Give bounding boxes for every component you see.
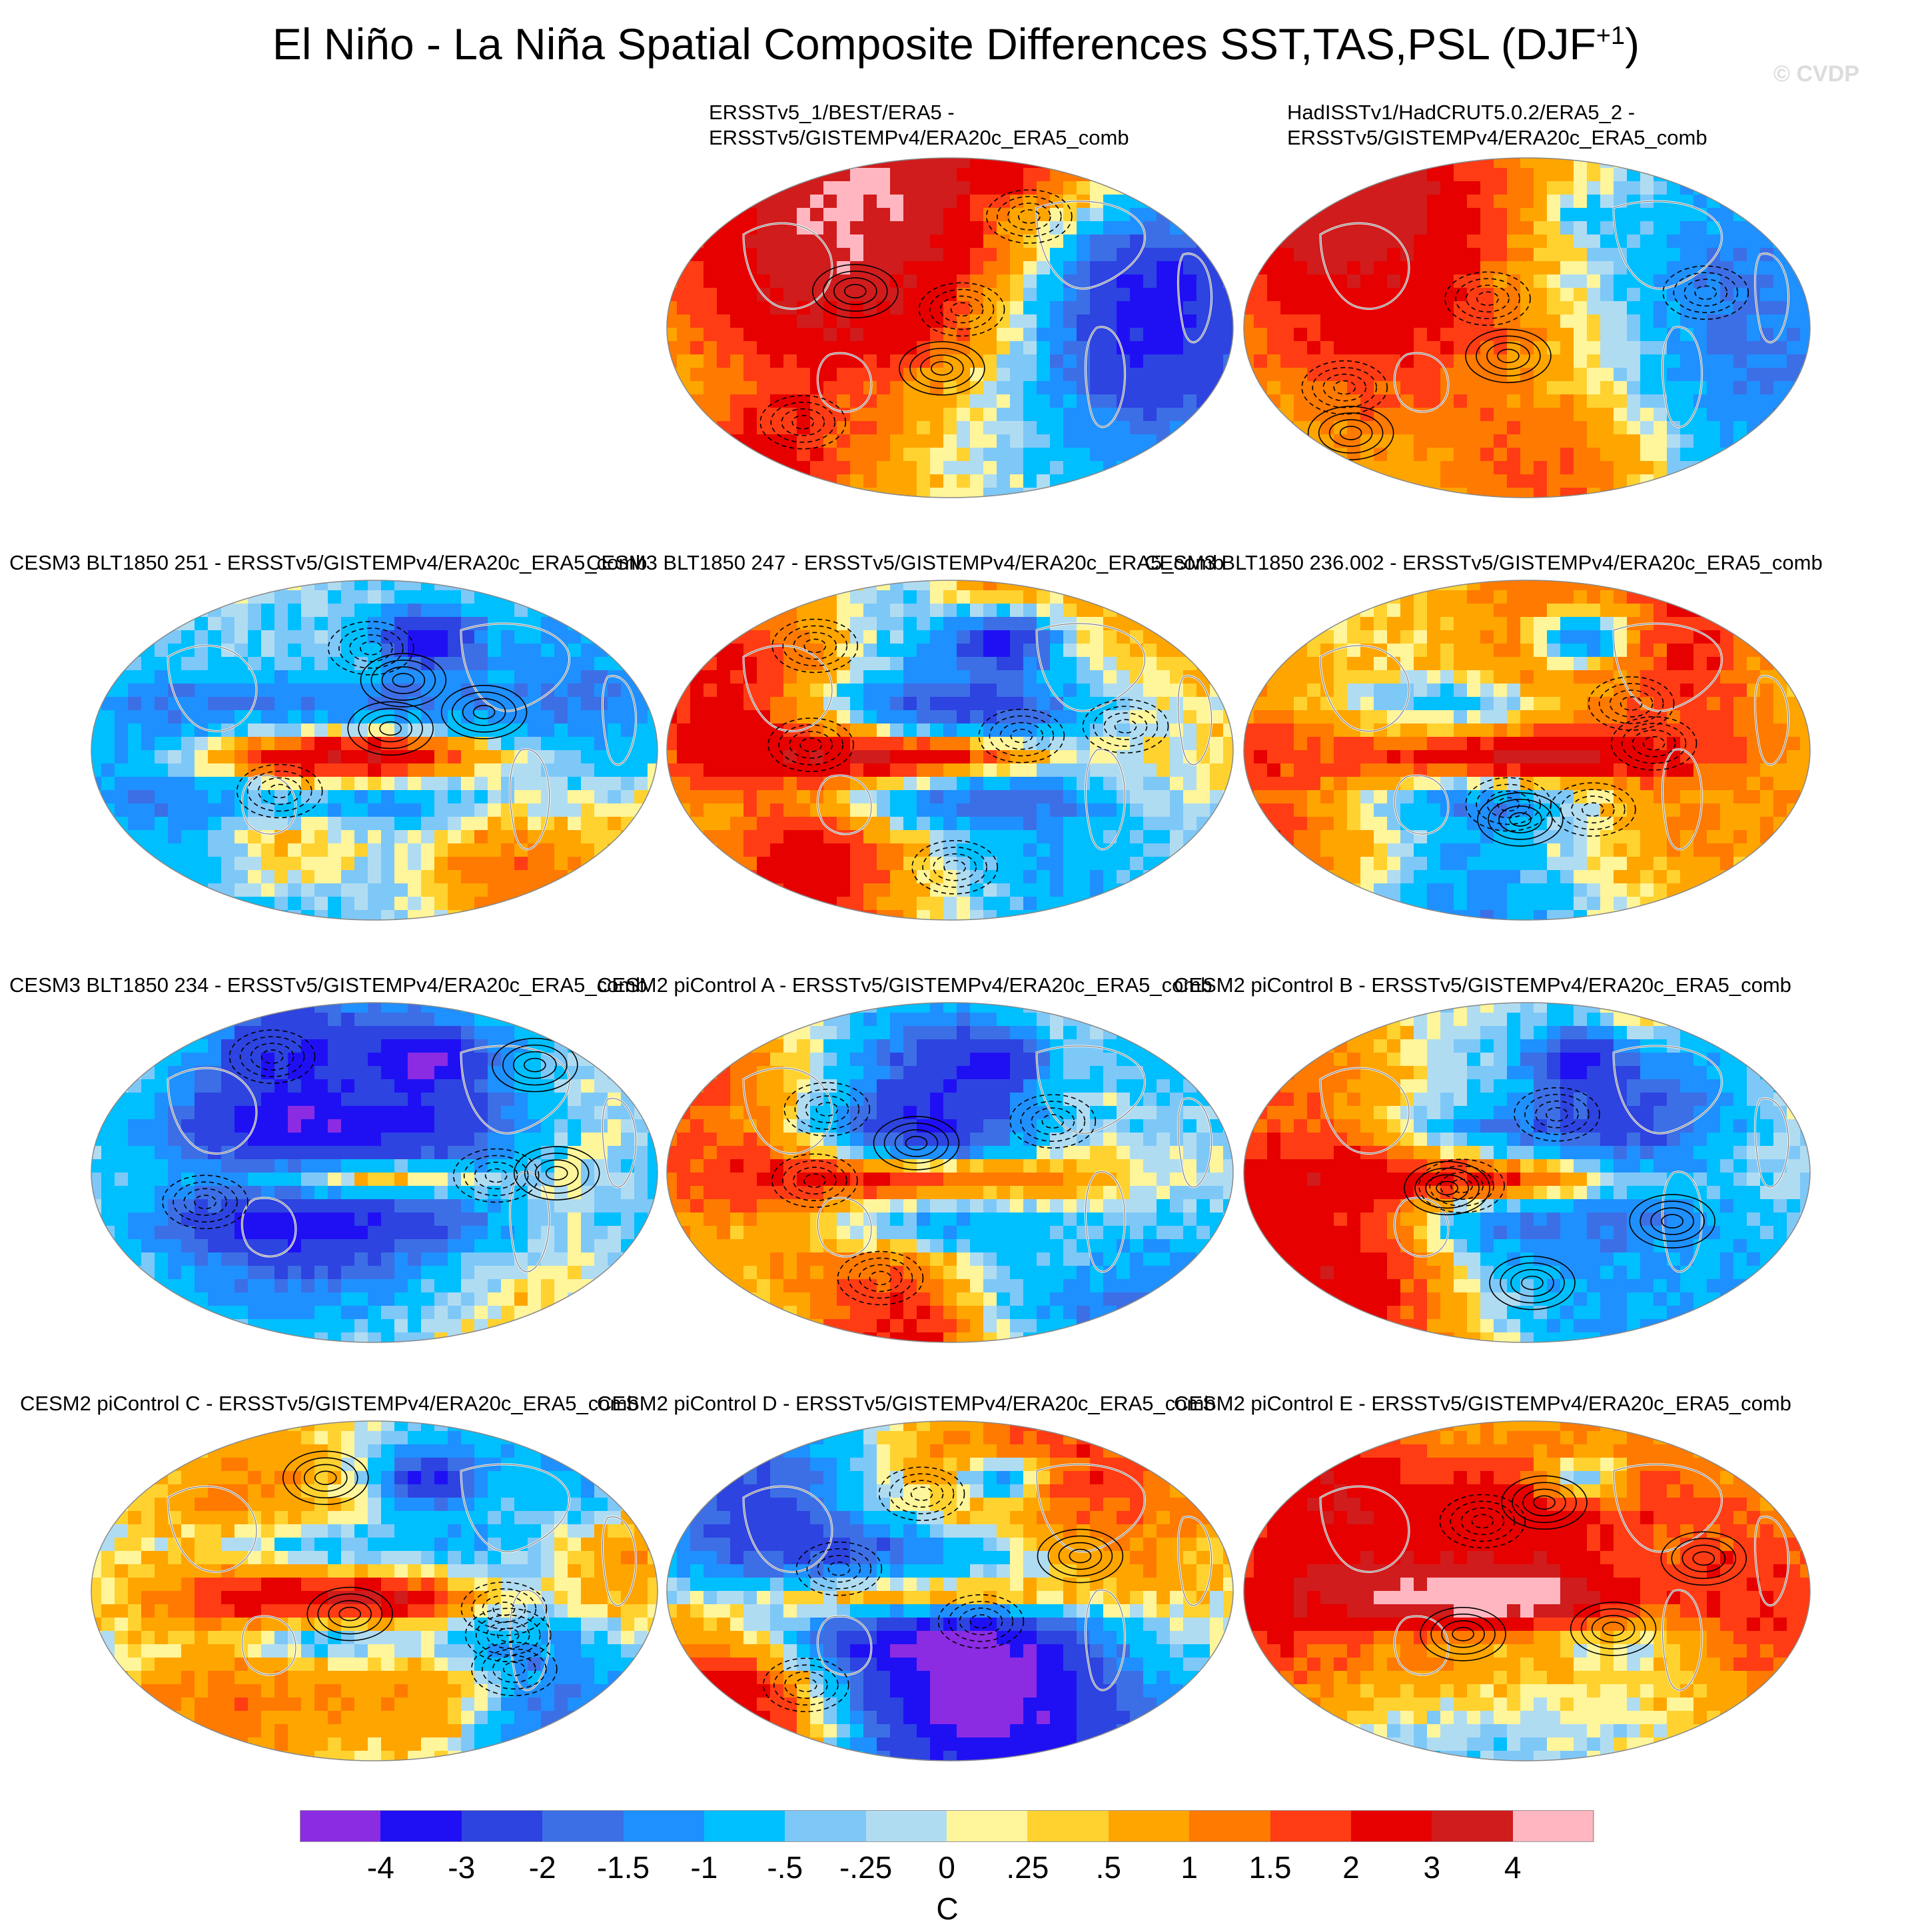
colorbar-box — [1108, 1810, 1190, 1842]
map-outline — [1243, 157, 1811, 498]
colorbar-tick-label: -.5 — [767, 1850, 803, 1885]
panel-title-7: CESM2 piControl A - ERSSTv5/GISTEMPv4/ER… — [597, 973, 1212, 997]
colorbar-box — [785, 1810, 867, 1842]
map-outline — [91, 1002, 658, 1343]
colorbar-box — [623, 1810, 705, 1842]
map-outline — [666, 1420, 1234, 1761]
robinson-map — [91, 1002, 658, 1343]
map-panel-7 — [664, 999, 1236, 1346]
colorbar-tick-label: -.25 — [839, 1850, 893, 1885]
panel-title-5: CESM3 BLT1850 236.002 - ERSSTv5/GISTEMPv… — [1145, 551, 1823, 574]
map-panel-11 — [1240, 1418, 1813, 1764]
robinson-map — [1243, 580, 1811, 921]
map-outline — [666, 1002, 1234, 1343]
colorbar-box — [380, 1810, 462, 1842]
colorbar-tick-label: -3 — [448, 1850, 476, 1885]
map-outline — [1243, 580, 1811, 921]
colorbar-units: C — [936, 1891, 959, 1926]
colorbar-tick-label: -2 — [528, 1850, 556, 1885]
map-outline — [91, 1420, 658, 1761]
map-panel-3 — [88, 577, 661, 923]
map-outline — [666, 157, 1234, 498]
colorbar-box — [704, 1810, 785, 1842]
map-panel-8 — [1240, 999, 1813, 1346]
robinson-map — [91, 580, 658, 921]
robinson-map — [666, 157, 1234, 498]
map-panel-10 — [664, 1418, 1236, 1764]
panel-title-1: ERSSTv5_1/BEST/ERA5 - ERSSTv5/GISTEMPv4/E… — [709, 101, 1129, 149]
panel-title-9: CESM2 piControl C - ERSSTv5/GISTEMPv4/ER… — [20, 1392, 639, 1415]
colorbar-tick-label: 3 — [1423, 1850, 1441, 1885]
panel-title-3: CESM3 BLT1850 251 - ERSSTv5/GISTEMPv4/ER… — [9, 551, 648, 574]
map-panel-5 — [1240, 577, 1813, 923]
title-superscript: +1 — [1596, 22, 1626, 50]
colorbar-tick-label: -1.5 — [596, 1850, 650, 1885]
panel-title-6: CESM3 BLT1850 234 - ERSSTv5/GISTEMPv4/ER… — [9, 973, 648, 997]
colorbar-box — [1189, 1810, 1270, 1842]
colorbar-box — [542, 1810, 624, 1842]
map-outline — [666, 580, 1234, 921]
colorbar-box — [300, 1810, 381, 1842]
colorbar-tick-label: 1.5 — [1248, 1850, 1292, 1885]
panel-title-11: CESM2 piControl E - ERSSTv5/GISTEMPv4/ER… — [1174, 1392, 1791, 1415]
colorbar-box — [865, 1810, 947, 1842]
colorbar-tick-label: 1 — [1181, 1850, 1198, 1885]
robinson-map — [1243, 1420, 1811, 1761]
panel-title-8: CESM2 piControl B - ERSSTv5/GISTEMPv4/ER… — [1174, 973, 1791, 997]
panel-title-4: CESM3 BLT1850 247 - ERSSTv5/GISTEMPv4/ER… — [586, 551, 1224, 574]
robinson-map — [666, 1420, 1234, 1761]
colorbar-box — [1512, 1810, 1594, 1842]
robinson-map — [666, 580, 1234, 921]
map-panel-2 — [1240, 155, 1813, 501]
map-panel-4 — [664, 577, 1236, 923]
robinson-map — [91, 1420, 658, 1761]
colorbar-tick-label: 4 — [1504, 1850, 1522, 1885]
colorbar-tick-label: .5 — [1095, 1850, 1121, 1885]
colorbar-tick-label: .25 — [1006, 1850, 1049, 1885]
robinson-map — [1243, 1002, 1811, 1343]
robinson-map — [666, 1002, 1234, 1343]
colorbar-tick-label: 0 — [938, 1850, 955, 1885]
colorbar — [300, 1810, 1594, 1842]
colorbar-box — [1432, 1810, 1514, 1842]
colorbar-box — [1027, 1810, 1109, 1842]
panel-title-10: CESM2 piControl D - ERSSTv5/GISTEMPv4/ER… — [597, 1392, 1216, 1415]
colorbar-tick-label: 2 — [1342, 1850, 1360, 1885]
map-outline — [91, 580, 658, 921]
colorbar-box — [947, 1810, 1028, 1842]
map-panel-6 — [88, 999, 661, 1346]
colorbar-box — [461, 1810, 543, 1842]
colorbar-tick-label: -4 — [366, 1850, 394, 1885]
copyright-watermark: © CVDP — [1773, 61, 1859, 87]
colorbar-tick-label: -1 — [690, 1850, 718, 1885]
map-panel-9 — [88, 1418, 661, 1764]
panel-title-2: HadISSTv1/HadCRUT5.0.2/ERA5_2 - ERSSTv5/G… — [1287, 101, 1707, 149]
map-outline — [1243, 1002, 1811, 1343]
robinson-map — [1243, 157, 1811, 498]
colorbar-box — [1270, 1810, 1352, 1842]
colorbar-box — [1350, 1810, 1432, 1842]
map-panel-1 — [664, 155, 1236, 501]
figure-title: El Niño - La Niña Spatial Composite Diff… — [272, 19, 1640, 69]
map-outline — [1243, 1420, 1811, 1761]
